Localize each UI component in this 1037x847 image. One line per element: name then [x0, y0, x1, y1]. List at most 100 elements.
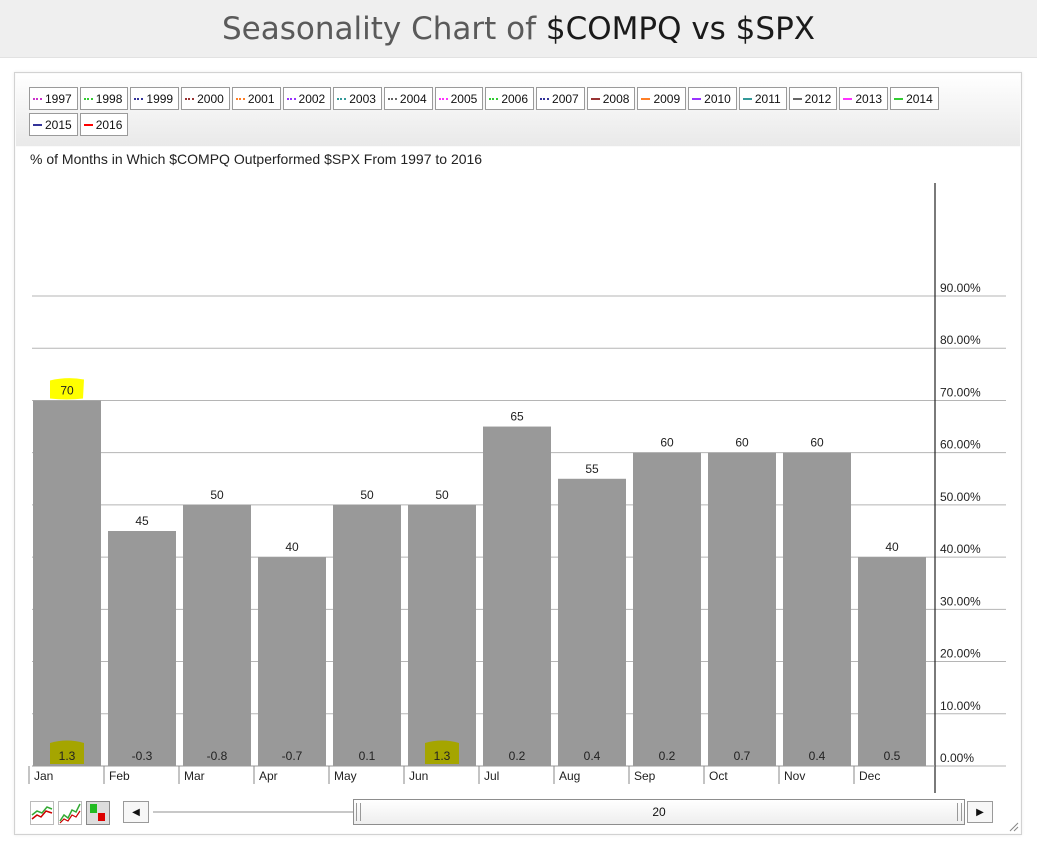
legend-label: 2005 [450, 91, 478, 106]
scroll-left-button[interactable]: ◀ [123, 801, 149, 823]
y-tick-label: 90.00% [940, 281, 981, 295]
legend-swatch [742, 97, 752, 100]
legend-item-2011[interactable]: 2011 [738, 87, 787, 110]
legend-item-2002[interactable]: 2002 [282, 87, 332, 110]
bottom-label: -0.8 [207, 749, 228, 763]
bar-aug [558, 478, 626, 766]
legend-swatch [590, 97, 600, 100]
x-tick-label: Sep [634, 769, 656, 783]
value-label: 55 [585, 462, 599, 476]
bar-may [333, 504, 401, 766]
y-tick-label: 20.00% [940, 647, 981, 661]
resize-grip-icon[interactable] [1007, 820, 1019, 832]
legend-item-2013[interactable]: 2013 [839, 87, 889, 110]
legend-label: 1999 [146, 91, 174, 106]
year-legend: 1997 1998 1999 2000 2001 2002 2003 2004 2005 2006… [29, 87, 989, 136]
y-tick-label: 50.00% [940, 490, 981, 504]
bar-jul [483, 426, 551, 766]
legend-item-2006[interactable]: 2006 [485, 87, 535, 110]
y-tick-label: 30.00% [940, 594, 981, 608]
y-tick-label: 10.00% [940, 699, 981, 713]
bottom-label: -0.3 [132, 749, 153, 763]
legend-label: 2011 [754, 91, 781, 106]
bottom-label: 0.4 [809, 749, 826, 763]
legend-item-2016[interactable]: 2016 [79, 113, 129, 136]
candlestick-chart-icon[interactable] [58, 801, 82, 825]
thumb-right-grip[interactable] [957, 803, 962, 821]
legend-item-1999[interactable]: 1999 [130, 87, 180, 110]
thumb-left-grip[interactable] [356, 803, 361, 821]
page-title-prefix: Seasonality Chart of [221, 10, 546, 47]
value-label: 50 [210, 488, 224, 502]
legend-item-2015[interactable]: 2015 [29, 113, 78, 136]
chart-controls: ◀ 20 ▶ [16, 793, 1020, 833]
bar-oct [708, 452, 776, 766]
legend-swatch [185, 97, 195, 100]
legend-item-2014[interactable]: 2014 [890, 87, 939, 110]
page-title-symbols: $COMPQ vs $SPX [545, 10, 816, 47]
bar-chart-icon[interactable] [86, 801, 110, 825]
value-label: 50 [435, 488, 449, 502]
bar-mar [183, 504, 251, 766]
legend-item-2005[interactable]: 2005 [434, 87, 484, 110]
value-highlight-mark [50, 378, 84, 400]
bottom-label: 1.3 [434, 749, 451, 763]
period-scroll-thumb[interactable]: 20 [353, 799, 965, 825]
legend-label: 2002 [298, 91, 326, 106]
bottom-label: 0.5 [884, 749, 901, 763]
legend-item-2009[interactable]: 2009 [637, 87, 687, 110]
x-tick-label: Jul [484, 769, 499, 783]
y-tick-label: 80.00% [940, 333, 981, 347]
legend-item-1997[interactable]: 1997 [29, 87, 78, 110]
scroll-track[interactable] [153, 811, 353, 813]
bottom-highlight-mark [50, 740, 84, 764]
legend-item-2012[interactable]: 2012 [788, 87, 838, 110]
legend-label: 2006 [501, 91, 529, 106]
value-label: 60 [660, 436, 674, 450]
legend-swatch [286, 97, 296, 100]
bottom-label: 0.1 [359, 749, 376, 763]
bottom-label: 0.2 [659, 749, 676, 763]
value-label: 65 [510, 410, 524, 424]
y-tick-label: 70.00% [940, 385, 981, 399]
legend-swatch [641, 97, 651, 100]
legend-label: 2001 [247, 91, 275, 106]
seasonality-chart-widget: 1997 1998 1999 2000 2001 2002 2003 2004 2005 2006… [14, 72, 1022, 835]
y-tick-label: 40.00% [940, 542, 981, 556]
page-header: Seasonality Chart of $COMPQ vs $SPX [0, 0, 1037, 58]
x-tick-label: May [334, 769, 357, 783]
bottom-highlight-mark [425, 740, 459, 764]
bar-feb [108, 531, 176, 766]
legend-swatch [83, 123, 93, 126]
legend-item-2000[interactable]: 2000 [181, 87, 230, 110]
x-tick-label: Jun [409, 769, 428, 783]
x-tick-label: Apr [259, 769, 278, 783]
legend-label: 2014 [906, 91, 933, 106]
legend-swatch [337, 97, 347, 100]
legend-item-2007[interactable]: 2007 [536, 87, 585, 110]
legend-item-2001[interactable]: 2001 [231, 87, 281, 110]
legend-item-1998[interactable]: 1998 [79, 87, 129, 110]
legend-swatch [387, 97, 397, 100]
scroll-right-button[interactable]: ▶ [967, 801, 993, 823]
chart-subtitle: % of Months in Which $COMPQ Outperformed… [30, 151, 483, 167]
legend-label: 2016 [95, 117, 123, 132]
bar-jun [408, 504, 476, 766]
legend-item-2008[interactable]: 2008 [586, 87, 636, 110]
legend-item-2004[interactable]: 2004 [383, 87, 433, 110]
page-title: Seasonality Chart of $COMPQ vs $SPX [222, 11, 815, 47]
value-label: 70 [60, 383, 74, 397]
legend-label: 1997 [45, 91, 72, 106]
bar-apr [258, 557, 326, 766]
legend-bar: 1997 1998 1999 2000 2001 2002 2003 2004 2005 2006… [16, 74, 1020, 146]
legend-item-2010[interactable]: 2010 [688, 87, 737, 110]
legend-swatch [792, 97, 802, 100]
value-label: 60 [810, 436, 824, 450]
bar-nov [783, 452, 851, 766]
value-label: 40 [285, 540, 299, 554]
legend-item-2003[interactable]: 2003 [333, 87, 382, 110]
chart-area: 0.00% 10.00% 20.00% 30.00% 40.00% 50.00% 60.00… [16, 147, 1020, 793]
legend-swatch [33, 123, 42, 126]
line-chart-icon[interactable] [30, 801, 54, 825]
legend-label: 2000 [197, 91, 224, 106]
